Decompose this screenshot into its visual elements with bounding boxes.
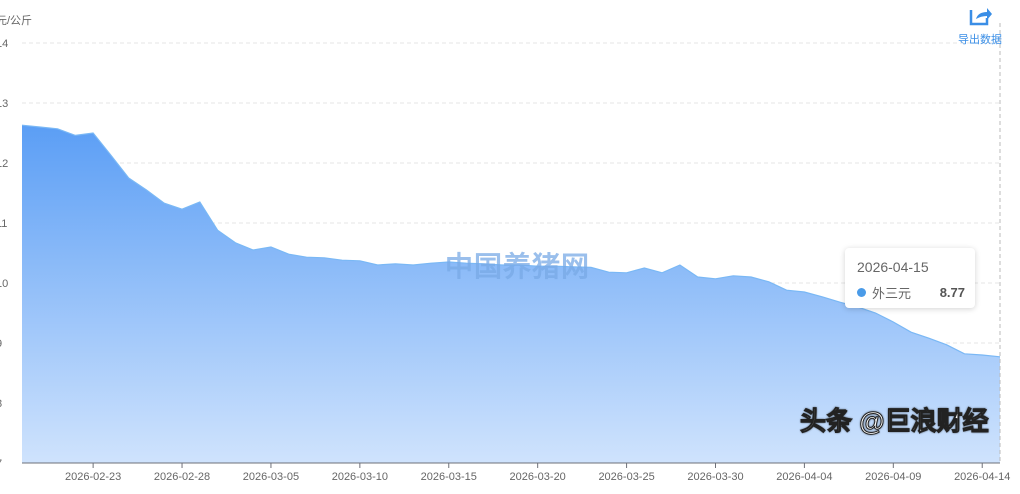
x-tick-label: 2026-02-28 [154,471,210,483]
x-tick-label: 2026-03-30 [687,471,743,483]
tooltip-series: 外三元 [872,286,912,301]
share-export-icon [969,8,992,26]
y-tick-label: 11 [0,218,7,230]
tooltip-value: 8.77 [939,285,965,300]
x-tick-label: 2026-04-14 [954,471,1010,483]
y-tick-label: 7 [0,458,2,470]
y-tick-label: 13 [0,98,8,110]
x-tick-label: 2026-03-10 [332,471,388,483]
y-axis-unit: 元/公斤 [0,15,33,27]
export-label: 导出数据 [958,34,1002,46]
x-tick-label: 2026-04-09 [865,471,921,483]
export-data-button[interactable]: 导出数据 [950,4,1010,47]
x-tick-label: 2026-03-25 [598,471,654,483]
y-tick-label: 8 [0,398,2,410]
series-area [22,125,1000,463]
x-tick-label: 2026-03-15 [421,471,477,483]
tooltip-date: 2026-04-15 [857,259,929,275]
y-tick-label: 10 [0,278,8,290]
watermark: 中国养猪网 [445,251,591,282]
series-line [21,124,1001,358]
y-tick-label: 9 [0,338,2,350]
x-tick-label: 2026-02-23 [65,471,121,483]
y-tick-label: 12 [0,158,8,170]
x-tick-label: 2026-04-04 [776,471,832,483]
tooltip: 2026-04-15 外三元 8.77 [845,248,975,308]
source-watermark: 头条 @巨浪财经 [800,406,990,437]
y-tick-label: 14 [0,38,8,50]
x-tick-label: 2026-03-20 [510,471,566,483]
x-tick-label: 2026-03-05 [243,471,299,483]
series-dot-icon [857,288,866,297]
